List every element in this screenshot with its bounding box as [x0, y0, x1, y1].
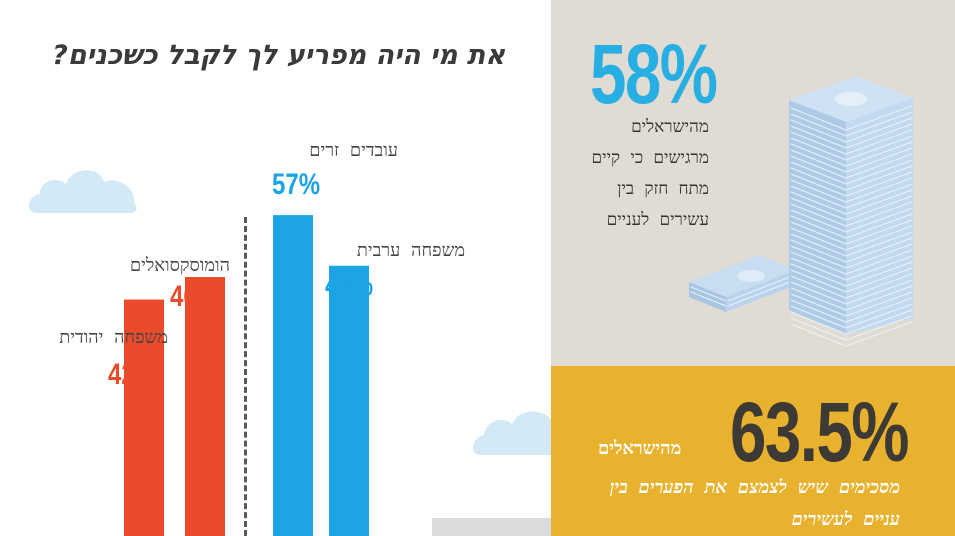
bar-foreign-workers	[273, 215, 313, 536]
bar-homosexuals	[185, 277, 225, 536]
data-label-foreign-workers: 57%	[272, 168, 321, 201]
chart-panel: את מי היה מפריע לך לקבל כשכנים? משפחה יה…	[28, 40, 551, 536]
stat-text-58: מהישראלים מרגישים כי קיים מתח חזק בין עש…	[591, 117, 709, 230]
stat-lead-635: מהישראלים	[598, 438, 682, 459]
category-label-arab-family: משפחה ערבית	[356, 240, 465, 261]
stat-panel-top: 58% מהישראלים מרגישים כי קיים מתח חזק בי…	[551, 0, 955, 366]
bar-arab-family	[329, 265, 369, 536]
bar-chart	[28, 170, 551, 536]
stat-value-58: 58%	[590, 27, 718, 121]
money-stack-icon	[689, 76, 913, 347]
category-label-foreign-workers: עובדים זרים	[309, 140, 398, 161]
stat-panel-bottom	[551, 366, 955, 536]
dashed-divider	[244, 217, 247, 536]
cloud-icon	[28, 170, 137, 213]
cloud-icon	[472, 411, 551, 455]
building-shape	[432, 518, 551, 536]
category-label-homosexuals: הומוסקסואלים	[129, 255, 230, 276]
chart-title: את מי היה מפריע לך לקבל כשכנים?	[52, 40, 505, 71]
bar-jewish-family	[124, 299, 164, 536]
stat-value-635: 63.5%	[730, 385, 910, 479]
category-label-jewish-family: משפחה יהודית	[59, 327, 168, 348]
data-label-arab-family: 48%	[325, 269, 374, 302]
data-label-jewish-family: 42%	[108, 358, 157, 391]
stat-text-635: מסכימים שיש לצמצם את הפערים בין עניים לע…	[609, 477, 900, 530]
data-label-homosexuals: 46%	[170, 280, 219, 313]
